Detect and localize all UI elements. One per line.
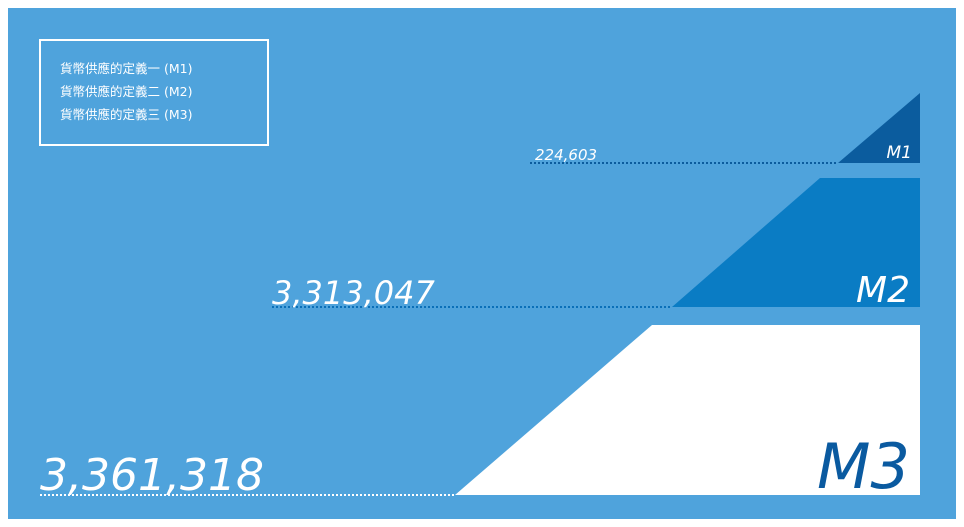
m3-value: 3,361,318 (40, 450, 264, 501)
m3-label: M3 (817, 430, 910, 503)
m1-shape (838, 93, 920, 163)
m2-label: M2 (856, 270, 910, 311)
m2-shape (672, 178, 920, 307)
m1-value: 224,603 (535, 146, 597, 164)
legend-item: 貨幣供應的定義三 (M3) (60, 107, 192, 122)
legend-box (39, 39, 269, 146)
m2-value: 3,313,047 (272, 274, 436, 312)
legend-item: 貨幣供應的定義一 (M1) (60, 61, 192, 76)
m3-shape (455, 325, 920, 495)
m1-label: M1 (887, 143, 912, 163)
legend-item: 貨幣供應的定義二 (M2) (60, 84, 192, 99)
